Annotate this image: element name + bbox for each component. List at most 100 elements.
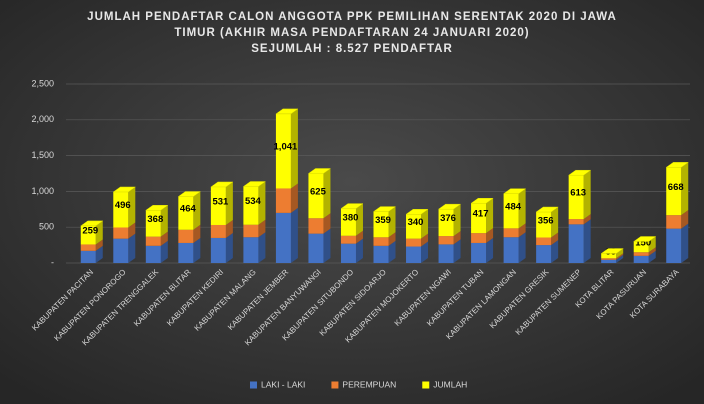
bar-side	[258, 232, 266, 263]
data-label: 340	[408, 217, 424, 228]
bar-side	[160, 240, 168, 263]
bar-side	[95, 245, 103, 263]
bar-side	[486, 237, 494, 263]
data-label: 417	[473, 209, 489, 220]
bar-top	[567, 169, 592, 176]
data-label: 359	[375, 215, 391, 226]
bar-side	[648, 250, 656, 263]
bar-side	[648, 247, 656, 256]
bar	[601, 259, 617, 263]
bar	[406, 246, 422, 263]
data-label: 464	[180, 204, 197, 215]
bar-top	[340, 203, 364, 209]
bar-top	[372, 206, 397, 212]
bar-top	[632, 236, 657, 242]
bar-side	[616, 253, 624, 260]
bar	[178, 196, 194, 230]
bar-side	[290, 108, 298, 189]
bar	[210, 237, 226, 263]
chart-title: SEJUMLAH : 8.527 PENDAFTAR	[251, 43, 453, 55]
legend-swatch	[422, 381, 430, 389]
bar	[113, 227, 129, 239]
bar-side	[616, 248, 624, 259]
bar-side	[681, 210, 689, 229]
legend-swatch	[250, 381, 257, 389]
bar	[438, 209, 454, 237]
bar-side	[453, 204, 461, 237]
bar	[601, 258, 617, 260]
data-label: 259	[82, 226, 98, 237]
bar	[633, 241, 649, 253]
bar-top	[112, 186, 137, 193]
y-tick-label: -	[51, 257, 54, 267]
bar	[633, 255, 649, 263]
bar	[666, 167, 682, 216]
bar-side	[453, 239, 461, 263]
bar-side	[225, 232, 233, 263]
bar	[568, 224, 584, 263]
bar	[438, 244, 454, 263]
bar	[80, 250, 96, 263]
bar	[243, 186, 259, 225]
bar-top	[535, 206, 559, 213]
legend-swatch	[331, 381, 339, 389]
data-label: 368	[147, 214, 163, 225]
bar	[275, 188, 291, 213]
chart-title: TIMUR (AKHIR MASA PENDAFTARAN 24 JANUARI…	[174, 27, 529, 39]
bar	[210, 186, 226, 225]
bar-side	[583, 219, 591, 263]
bar	[438, 236, 454, 245]
bar	[666, 215, 682, 229]
bar-side	[421, 241, 429, 263]
bar-top	[502, 188, 527, 194]
bar-side	[193, 224, 201, 243]
bar-side	[551, 232, 559, 246]
bar-side	[421, 209, 429, 239]
data-label: 484	[505, 202, 522, 213]
bar-side	[421, 233, 429, 247]
bar	[471, 203, 487, 234]
bar	[666, 228, 682, 263]
bar-side	[160, 205, 168, 237]
bar	[210, 224, 226, 238]
data-label: 531	[212, 196, 229, 207]
bar-side	[681, 162, 689, 216]
bar	[471, 233, 487, 243]
bar	[536, 245, 552, 263]
bar-top	[470, 198, 494, 204]
legend-label: JUMLAH	[433, 379, 467, 389]
data-label: 534	[245, 196, 262, 207]
bar-side	[551, 240, 559, 263]
bar-side	[486, 228, 494, 243]
y-tick-label: 2,000	[31, 114, 54, 124]
y-tick-label: 2,500	[31, 78, 54, 88]
bar	[308, 173, 324, 219]
bar-top	[665, 162, 690, 168]
bar-side	[193, 237, 201, 263]
bar-side	[388, 232, 396, 246]
data-label: 668	[668, 182, 684, 193]
bar	[568, 175, 584, 220]
bar	[536, 237, 552, 246]
bar-side	[95, 220, 103, 245]
bar	[503, 193, 519, 229]
bar	[340, 243, 356, 263]
bar	[308, 233, 324, 263]
bar-side	[388, 240, 396, 263]
data-label: 613	[570, 188, 586, 199]
bar	[373, 211, 389, 238]
bar	[145, 210, 161, 237]
bar-side	[323, 228, 331, 263]
bar-top	[275, 108, 299, 115]
legend-label: PEREMPUAN	[342, 379, 396, 389]
bar	[503, 237, 519, 263]
bar-side	[128, 186, 136, 228]
data-label: 356	[538, 215, 554, 226]
data-label: 625	[310, 186, 327, 197]
bar	[503, 228, 519, 238]
bar	[373, 245, 389, 263]
bar-side	[681, 223, 689, 263]
data-label: 380	[343, 213, 359, 224]
